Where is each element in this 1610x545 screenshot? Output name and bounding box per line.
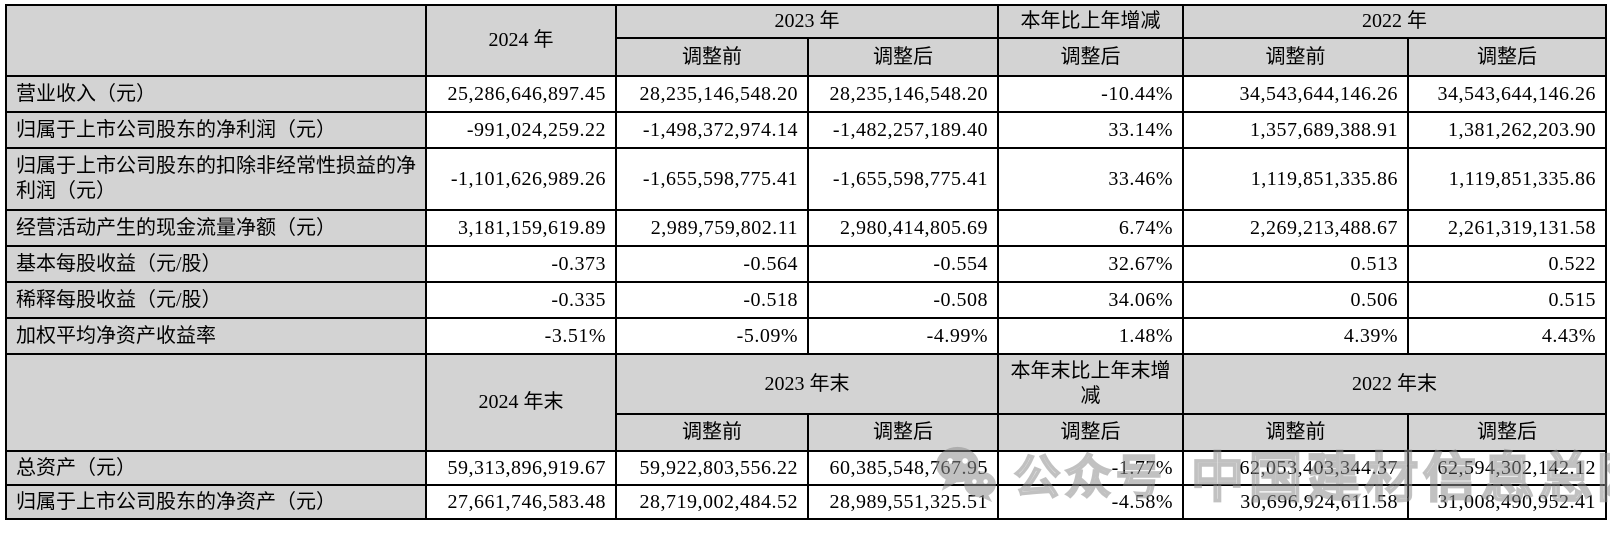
table-row: 经营活动产生的现金流量净额（元） 3,181,159,619.89 2,989,…	[5, 209, 1607, 247]
metric-value: 28,719,002,484.52	[615, 484, 809, 520]
metric-label: 营业收入（元）	[5, 75, 427, 113]
header-row-adjust: 调整前 调整后 调整后 调整前 调整后	[6, 413, 1607, 452]
metric-value: -4.99%	[807, 317, 999, 355]
subcol-header-pre-adjust: 调整前	[615, 37, 809, 77]
subcol-header-pre-adjust: 调整前	[1182, 37, 1409, 77]
metric-value: 1,119,851,335.86	[1407, 147, 1607, 211]
metric-value: -5.09%	[615, 317, 809, 355]
metric-value: -1,482,257,189.40	[807, 111, 999, 149]
metric-label: 加权平均净资产收益率	[5, 317, 427, 355]
pct-change-value: 6.74%	[997, 209, 1184, 247]
metric-label: 稀释每股收益（元/股）	[5, 281, 427, 319]
table-row: 归属于上市公司股东的净利润（元） -991,024,259.22 -1,498,…	[5, 111, 1607, 149]
header-row-yearend: 2024 年末 2023 年末 本年末比上年末增减 2022 年末	[5, 353, 1607, 452]
subcol-header-post-adjust: 调整后	[807, 37, 999, 77]
pct-change-value: 33.14%	[997, 111, 1184, 149]
metric-value: 2,980,414,805.69	[807, 209, 999, 247]
metric-label: 基本每股收益（元/股）	[5, 245, 427, 283]
col-header-2022: 2022 年	[1182, 4, 1607, 39]
metric-value: 1,381,262,203.90	[1407, 111, 1607, 149]
table-row: 总资产（元） 59,313,896,919.67 59,922,803,556.…	[5, 450, 1607, 486]
subcol-header-pre-adjust: 调整前	[615, 413, 809, 452]
metric-value: 59,313,896,919.67	[425, 450, 617, 486]
metric-label: 总资产（元）	[5, 450, 427, 486]
col-header-2023: 2023 年	[615, 4, 999, 39]
metric-value: 27,661,746,583.48	[425, 484, 617, 520]
metric-value: 25,286,646,897.45	[425, 75, 617, 113]
pct-change-value: 1.48%	[997, 317, 1184, 355]
metric-label: 归属于上市公司股东的净利润（元）	[5, 111, 427, 149]
metric-value: 0.506	[1182, 281, 1409, 319]
pct-change-value: 32.67%	[997, 245, 1184, 283]
table-row: 归属于上市公司股东的净资产（元） 27,661,746,583.48 28,71…	[5, 484, 1607, 520]
metric-value: 34,543,644,146.26	[1407, 75, 1607, 113]
metric-value: -0.518	[615, 281, 809, 319]
metric-value: -0.335	[425, 281, 617, 319]
metric-value: 28,989,551,325.51	[807, 484, 999, 520]
metric-value: -3.51%	[425, 317, 617, 355]
subcol-header-post-adjust: 调整后	[997, 413, 1184, 452]
col-header-2023-end: 2023 年末	[615, 353, 999, 415]
subcol-header-pre-adjust: 调整前	[1182, 413, 1409, 452]
metric-value: -991,024,259.22	[425, 111, 617, 149]
metric-value: 2,261,319,131.58	[1407, 209, 1607, 247]
metric-value: 28,235,146,548.20	[615, 75, 809, 113]
col-header-2022-end: 2022 年末	[1182, 353, 1607, 415]
metric-value: 3,181,159,619.89	[425, 209, 617, 247]
metric-value: 2,269,213,488.67	[1182, 209, 1409, 247]
metric-value: 62,594,302,142.12	[1407, 450, 1607, 486]
col-header-yearend-change: 本年末比上年末增减	[997, 353, 1184, 415]
subcol-header-post-adjust: 调整后	[1407, 413, 1607, 452]
metric-label: 归属于上市公司股东的净资产（元）	[5, 484, 427, 520]
metric-value: 31,008,490,952.41	[1407, 484, 1607, 520]
col-header-yoy-change: 本年比上年增减	[997, 4, 1184, 39]
metric-value: -0.564	[615, 245, 809, 283]
metric-value: 2,989,759,802.11	[615, 209, 809, 247]
metric-value: -0.373	[425, 245, 617, 283]
metric-value: -1,655,598,775.41	[615, 147, 809, 211]
metric-value: -1,101,626,989.26	[425, 147, 617, 211]
table-row: 稀释每股收益（元/股） -0.335 -0.518 -0.508 34.06% …	[5, 281, 1607, 319]
table-row: 基本每股收益（元/股） -0.373 -0.564 -0.554 32.67% …	[5, 245, 1607, 283]
metric-label: 归属于上市公司股东的扣除非经常性损益的净利润（元）	[5, 147, 427, 211]
subcol-header-post-adjust: 调整后	[807, 413, 999, 452]
col-header-2024: 2024 年	[425, 4, 617, 77]
subcol-header-post-adjust: 调整后	[1407, 37, 1607, 77]
table-row: 归属于上市公司股东的扣除非经常性损益的净利润（元） -1,101,626,989…	[5, 147, 1607, 211]
pct-change-value: -4.58%	[997, 484, 1184, 520]
metric-value: 59,922,803,556.22	[615, 450, 809, 486]
header-row-adjust: 调整前 调整后 调整后 调整前 调整后	[6, 37, 1607, 77]
metric-value: 62,053,403,344.37	[1182, 450, 1409, 486]
metric-value: 30,696,924,611.58	[1182, 484, 1409, 520]
header-row-years: 2024 年 2023 年 本年比上年增减 2022 年	[5, 4, 1607, 77]
metric-value: -0.554	[807, 245, 999, 283]
metric-value: 0.513	[1182, 245, 1409, 283]
table-row: 营业收入（元） 25,286,646,897.45 28,235,146,548…	[5, 75, 1607, 113]
metric-value: -0.508	[807, 281, 999, 319]
pct-change-value: -1.77%	[997, 450, 1184, 486]
metric-value: -1,498,372,974.14	[615, 111, 809, 149]
pct-change-value: 34.06%	[997, 281, 1184, 319]
metric-value: 4.39%	[1182, 317, 1409, 355]
metric-label: 经营活动产生的现金流量净额（元）	[5, 209, 427, 247]
metric-value: 1,357,689,388.91	[1182, 111, 1409, 149]
metric-value: 0.515	[1407, 281, 1607, 319]
pct-change-value: 33.46%	[997, 147, 1184, 211]
metric-value: 28,235,146,548.20	[807, 75, 999, 113]
metric-value: -1,655,598,775.41	[807, 147, 999, 211]
corner-cell	[5, 4, 427, 77]
pct-change-value: -10.44%	[997, 75, 1184, 113]
corner-cell	[5, 353, 427, 452]
table-row: 加权平均净资产收益率 -3.51% -5.09% -4.99% 1.48% 4.…	[5, 317, 1607, 355]
metric-value: 1,119,851,335.86	[1182, 147, 1409, 211]
col-header-2024-end: 2024 年末	[425, 353, 617, 452]
metric-value: 34,543,644,146.26	[1182, 75, 1409, 113]
subcol-header-post-adjust: 调整后	[997, 37, 1184, 77]
financial-summary-table: 2024 年 2023 年 本年比上年增减 2022 年 调整前 调整后 调整后…	[5, 4, 1607, 520]
metric-value: 60,385,548,767.95	[807, 450, 999, 486]
metric-value: 4.43%	[1407, 317, 1607, 355]
metric-value: 0.522	[1407, 245, 1607, 283]
